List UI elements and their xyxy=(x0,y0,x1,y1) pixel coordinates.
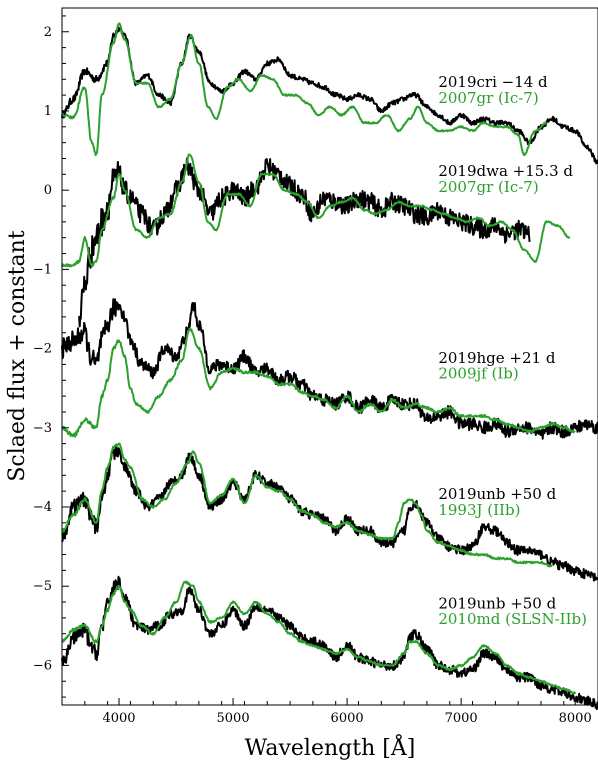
series-annotation-2: 2019dwa +15.3 d xyxy=(438,162,573,180)
y-tick-label-8: 2 xyxy=(44,25,52,40)
y-tick-label-3: −3 xyxy=(33,421,52,436)
series-line-5 xyxy=(61,327,576,438)
series-annotation-3: 2007gr (Ic-7) xyxy=(438,178,538,196)
series-annotation-6: 2019unb +50 d xyxy=(438,485,556,503)
y-axis-label: Sclaed flux + constant xyxy=(5,230,30,481)
x-tick-label-4: 8000 xyxy=(559,711,592,726)
series-annotation-7: 1993J (IIb) xyxy=(438,501,520,519)
x-tick-label-0: 4000 xyxy=(102,711,135,726)
plot-frame xyxy=(61,7,598,706)
y-tick-label-4: −2 xyxy=(33,342,52,357)
y-tick-label-6: 0 xyxy=(44,183,52,198)
x-tick-label-2: 6000 xyxy=(331,711,364,726)
series-annotation-1: 2007gr (Ic-7) xyxy=(438,89,538,107)
y-tick-label-0: −6 xyxy=(33,658,52,673)
x-tick-label-1: 5000 xyxy=(217,711,250,726)
series-annotation-9: 2010md (SLSN-IIb) xyxy=(438,610,587,628)
y-tick-label-7: 1 xyxy=(44,104,52,119)
series-line-3 xyxy=(61,153,571,268)
series-annotation-4: 2019hge +21 d xyxy=(438,349,556,367)
tick-layer: 4000 5000 6000 7000 8000 −6 −5 −4 −3 −2 −1 0 1 2 xyxy=(33,15,592,726)
x-axis-label: Wavelength [Å] xyxy=(245,733,416,761)
series-annotation-8: 2019unb +50 d xyxy=(438,594,556,612)
series-annotation-5: 2009jf (Ib) xyxy=(438,365,518,383)
series-annotation-0: 2019cri −14 d xyxy=(438,73,548,91)
y-tick-label-2: −4 xyxy=(33,500,52,515)
series-line-9 xyxy=(61,580,577,695)
series-line-1 xyxy=(61,22,548,157)
series-line-0 xyxy=(61,25,598,165)
y-tick-label-5: −1 xyxy=(33,262,52,277)
series-layer xyxy=(61,22,598,710)
x-tick-label-3: 7000 xyxy=(445,711,478,726)
series-line-7 xyxy=(61,442,553,568)
y-tick-label-1: −5 xyxy=(33,579,52,594)
